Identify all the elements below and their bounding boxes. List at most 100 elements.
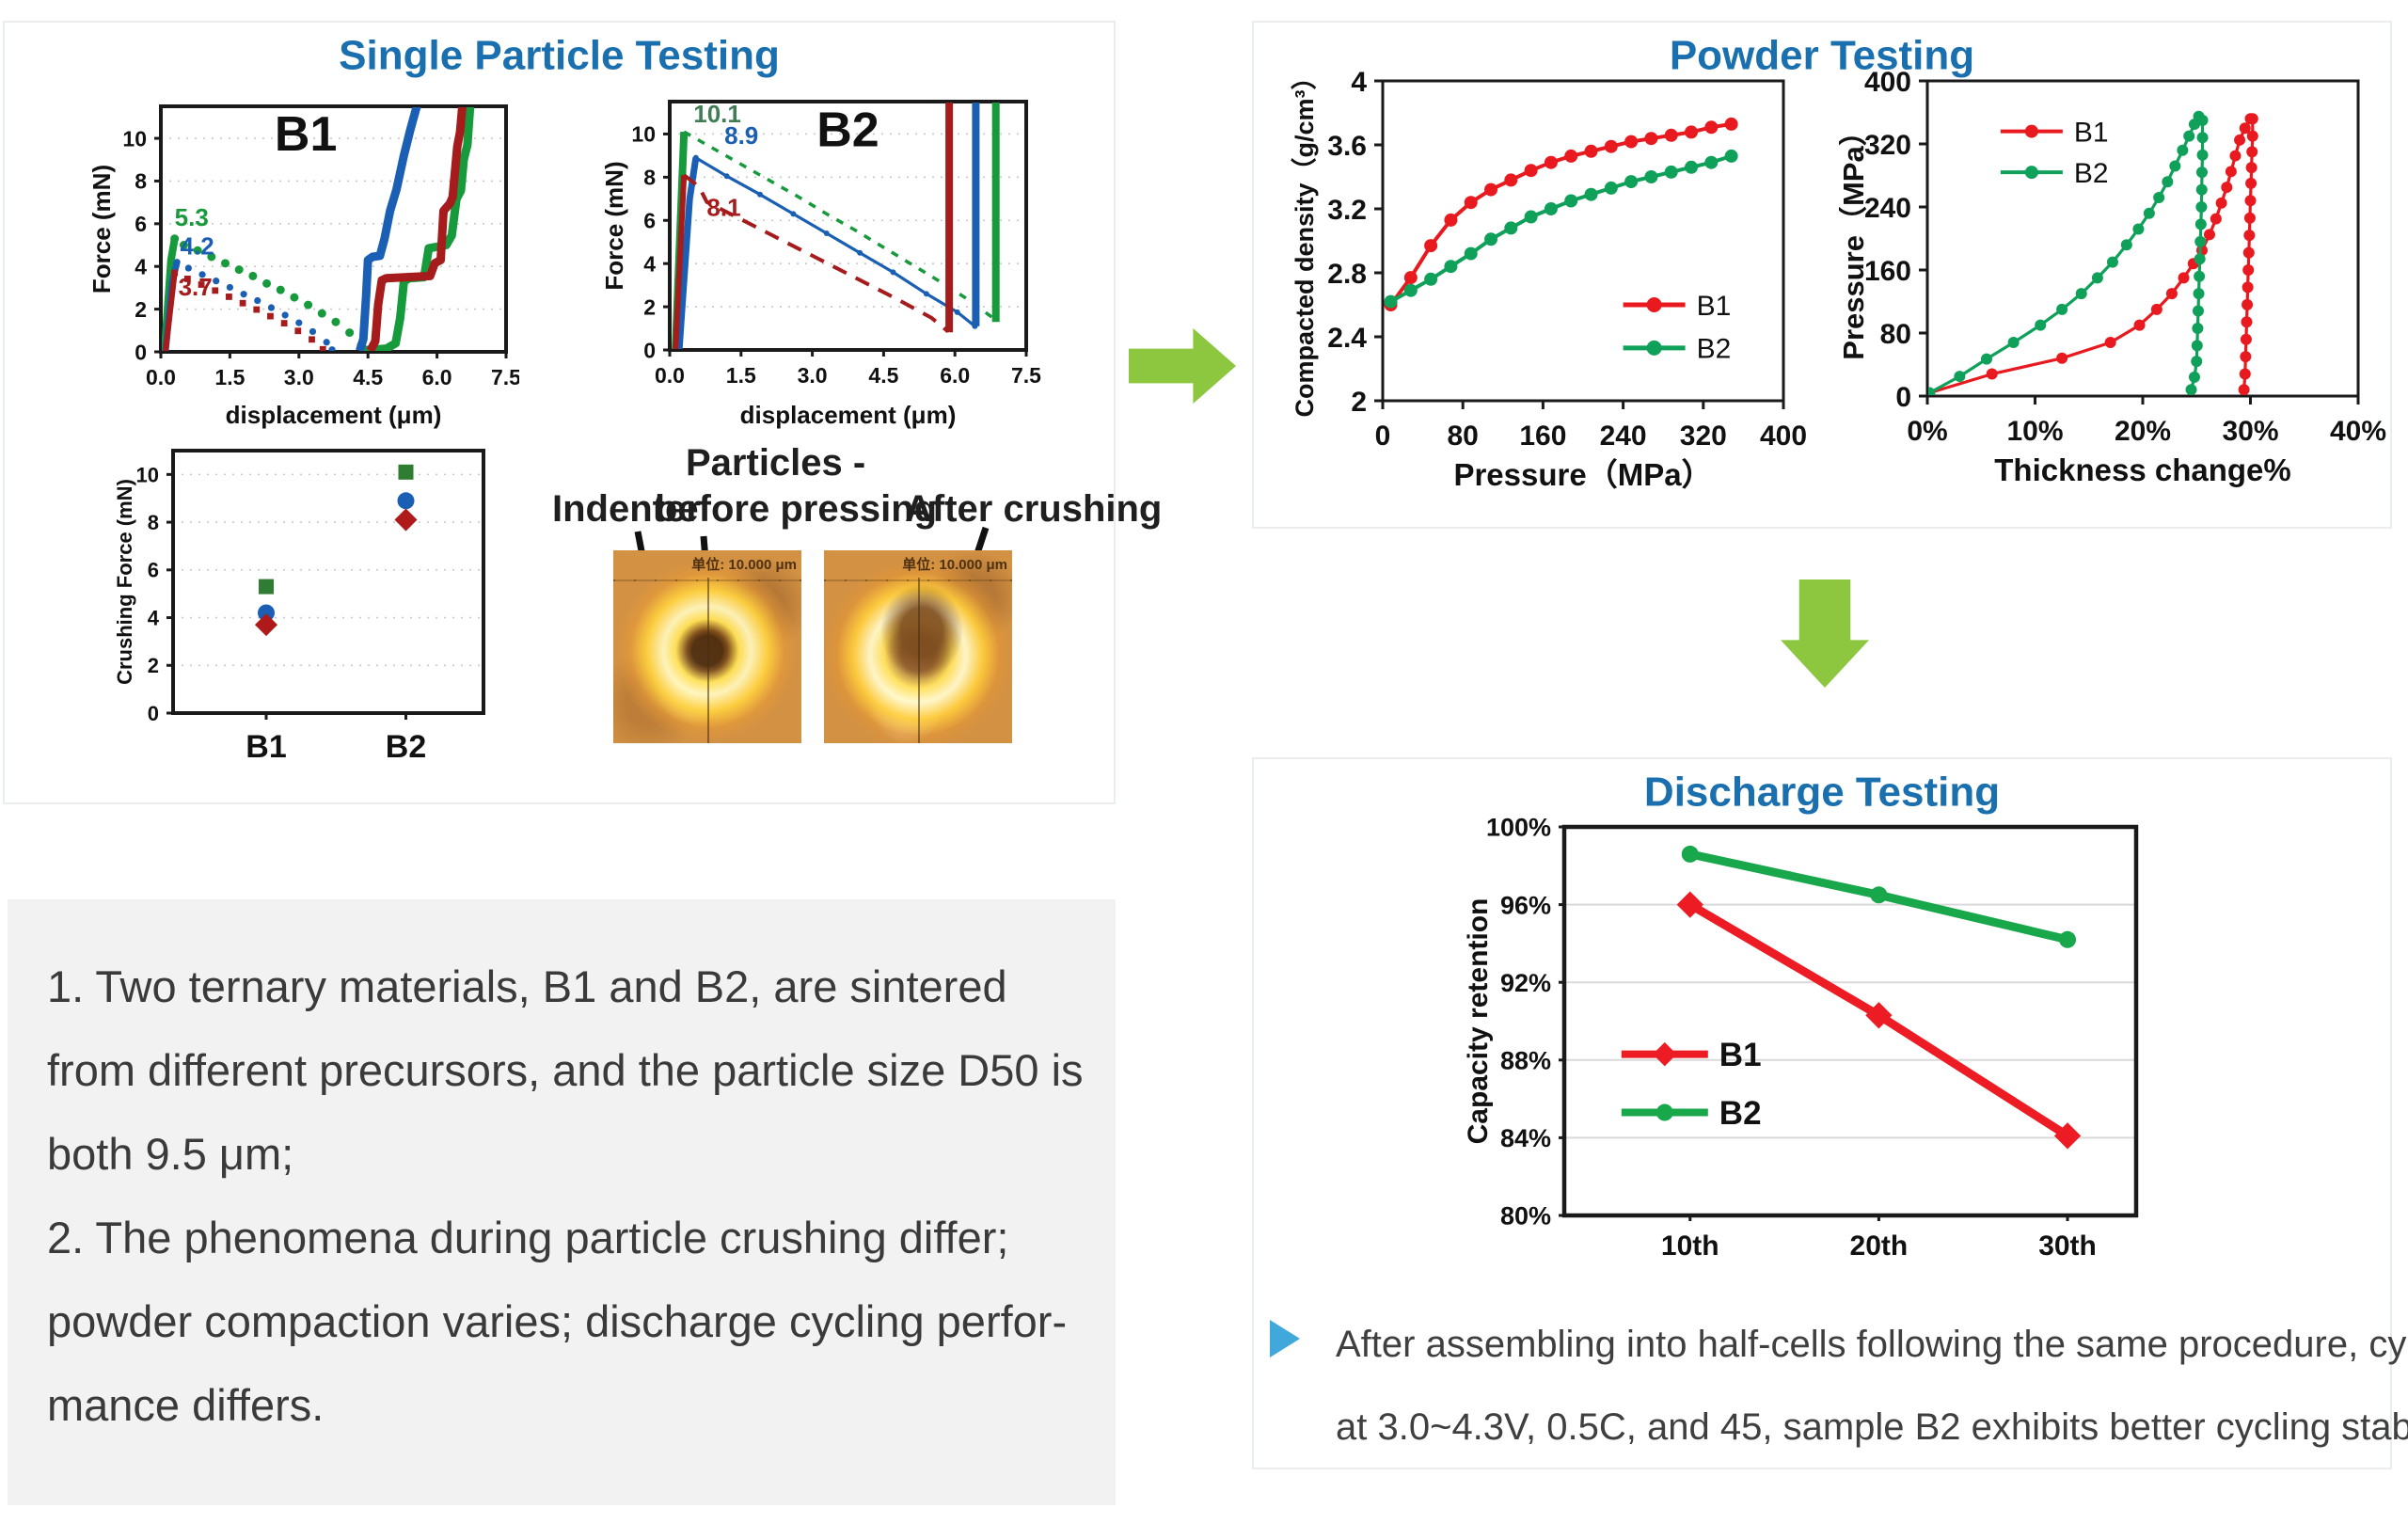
micrograph-crosshair-icon bbox=[918, 577, 920, 743]
svg-text:100%: 100% bbox=[1486, 816, 1551, 842]
svg-text:6: 6 bbox=[643, 209, 656, 233]
svg-text:4.5: 4.5 bbox=[353, 365, 383, 389]
svg-text:6: 6 bbox=[135, 212, 147, 236]
svg-text:B1: B1 bbox=[1697, 291, 1732, 322]
svg-text:10: 10 bbox=[631, 122, 656, 147]
bullet-triangle-icon bbox=[1270, 1320, 1300, 1357]
discharge-conclusion-text: After assembling into half-cells followi… bbox=[1336, 1303, 2408, 1468]
svg-text:10th: 10th bbox=[1661, 1230, 1719, 1262]
svg-text:3.6: 3.6 bbox=[1327, 131, 1367, 162]
powder-panel-title: Powder Testing bbox=[1640, 32, 2004, 80]
svg-text:84%: 84% bbox=[1500, 1124, 1551, 1152]
svg-text:0: 0 bbox=[1895, 382, 1911, 413]
svg-text:4.2: 4.2 bbox=[181, 232, 214, 261]
compacted-density-chart: 0 80 160 240 320 400 2 2.4 2.8 3.2 3.6 4 Pressure（MP… bbox=[1291, 68, 1806, 492]
svg-text:96%: 96% bbox=[1500, 891, 1551, 919]
micrograph-unit-label: 单位: 10.000 μm bbox=[902, 557, 1007, 573]
svg-text:80: 80 bbox=[1448, 421, 1479, 452]
note-line: 1. Two ternary materials, B1 and B2, are… bbox=[47, 961, 1007, 1011]
after-crushing-label: After crushing bbox=[905, 488, 1163, 530]
svg-text:2: 2 bbox=[1351, 387, 1367, 418]
svg-text:320: 320 bbox=[1680, 421, 1727, 452]
conclusion-line: at 3.0~4.3V, 0.5C, and 45, sample B2 exh… bbox=[1336, 1406, 2408, 1448]
svg-text:8: 8 bbox=[643, 166, 656, 190]
svg-text:B2: B2 bbox=[1697, 334, 1732, 365]
discharge-panel-title: Discharge Testing bbox=[1615, 769, 2029, 817]
svg-text:20%: 20% bbox=[2115, 416, 2171, 447]
svg-text:240: 240 bbox=[1600, 421, 1647, 452]
svg-text:2: 2 bbox=[148, 654, 159, 677]
svg-text:1.5: 1.5 bbox=[726, 363, 756, 388]
svg-text:4: 4 bbox=[148, 606, 160, 629]
micrograph-after-crushing: 单位: 10.000 μm bbox=[824, 550, 1012, 743]
svg-text:Compacted density（g/cm³）: Compacted density（g/cm³） bbox=[1291, 68, 1319, 418]
svg-text:7.5: 7.5 bbox=[1011, 363, 1041, 388]
svg-text:B2: B2 bbox=[2074, 158, 2109, 189]
svg-text:2.8: 2.8 bbox=[1327, 259, 1367, 290]
pressure-thickness-chart: 0% 10% 20% 30% 40% 0 80 160 240 320 400 Thickness c… bbox=[1839, 68, 2386, 487]
capacity-retention-chart: 10th 20th 30th 80% 84% 88% 92% 96% 100% Capacity … bbox=[1465, 816, 2139, 1262]
note-line: mance differs. bbox=[47, 1380, 325, 1430]
note-line: 2. The phenomena during particle crushin… bbox=[47, 1213, 1009, 1262]
discharge-testing-panel: Discharge Testing 10th 20th 30th 80% 84% 88% 9… bbox=[1252, 757, 2408, 1469]
single-particle-panel-title: Single Particle Testing bbox=[310, 32, 808, 80]
svg-text:400: 400 bbox=[1864, 68, 1911, 98]
micrograph-unit-label: 单位: 10.000 μm bbox=[691, 557, 797, 573]
svg-text:10%: 10% bbox=[2006, 416, 2063, 447]
svg-text:80: 80 bbox=[1880, 319, 1911, 350]
svg-text:6.0: 6.0 bbox=[940, 363, 970, 388]
svg-text:160: 160 bbox=[1519, 421, 1566, 452]
svg-text:92%: 92% bbox=[1500, 969, 1551, 997]
svg-text:6: 6 bbox=[148, 559, 159, 582]
svg-text:5.3: 5.3 bbox=[175, 203, 209, 231]
svg-text:2.4: 2.4 bbox=[1327, 323, 1367, 354]
svg-text:160: 160 bbox=[1864, 256, 1911, 287]
svg-text:80%: 80% bbox=[1500, 1202, 1551, 1230]
flow-arrow-down-icon bbox=[1781, 579, 1869, 688]
svg-text:10.1: 10.1 bbox=[693, 100, 741, 128]
svg-text:Pressure（MPa）: Pressure（MPa） bbox=[1839, 117, 1870, 359]
single-particle-testing-panel: Single Particle Testing 0.0 1.5 3.0 4.5 6.0 7… bbox=[3, 21, 1162, 804]
svg-text:2: 2 bbox=[643, 294, 656, 319]
svg-text:B2: B2 bbox=[386, 729, 426, 765]
svg-text:240: 240 bbox=[1864, 193, 1911, 224]
powder-testing-panel: Powder Testing 0 80 160 240 320 400 2 2.4 2.8 3.2… bbox=[1252, 21, 2392, 529]
svg-text:4: 4 bbox=[643, 251, 656, 276]
svg-text:B1: B1 bbox=[246, 729, 286, 765]
note-line: powder compaction varies; discharge cycl… bbox=[47, 1296, 1068, 1346]
micrograph-crosshair-icon bbox=[707, 577, 709, 743]
svg-text:8.9: 8.9 bbox=[724, 121, 758, 150]
svg-text:3.7: 3.7 bbox=[179, 273, 213, 301]
svg-text:Thickness change%: Thickness change% bbox=[1994, 452, 2290, 487]
note-line: both 9.5 μm; bbox=[47, 1129, 294, 1179]
svg-text:8: 8 bbox=[135, 169, 147, 194]
svg-text:0: 0 bbox=[643, 338, 656, 362]
svg-text:4: 4 bbox=[1351, 68, 1367, 98]
svg-text:displacement (μm): displacement (μm) bbox=[226, 401, 442, 429]
svg-text:0.0: 0.0 bbox=[146, 365, 176, 389]
b2-force-displacement-chart: 0.0 1.5 3.0 4.5 6.0 7.5 0 2 4 6 8 10 displacement (μ… bbox=[604, 100, 1041, 429]
annotation-arrows-icon bbox=[634, 526, 990, 660]
svg-text:10: 10 bbox=[122, 126, 147, 151]
svg-text:displacement (μm): displacement (μm) bbox=[740, 401, 957, 429]
note-line: from different precursors, and the parti… bbox=[47, 1045, 1084, 1095]
before-pressing-label: before pressing bbox=[655, 488, 938, 530]
svg-text:1.5: 1.5 bbox=[214, 365, 245, 389]
indenter-label: Indenter bbox=[552, 488, 701, 530]
summary-notes: 1. Two ternary materials, B1 and B2, are… bbox=[8, 899, 1116, 1505]
svg-text:B2: B2 bbox=[1719, 1095, 1762, 1132]
svg-text:8: 8 bbox=[148, 511, 159, 534]
flow-arrow-right-icon bbox=[1129, 328, 1236, 404]
svg-text:Force (mN): Force (mN) bbox=[91, 165, 116, 294]
svg-text:7.5: 7.5 bbox=[491, 365, 519, 389]
svg-text:88%: 88% bbox=[1500, 1047, 1551, 1075]
svg-text:4: 4 bbox=[135, 254, 147, 278]
svg-text:320: 320 bbox=[1864, 130, 1911, 161]
svg-text:B1: B1 bbox=[2074, 117, 2109, 148]
discharge-conclusion: After assembling into half-cells followi… bbox=[1270, 1303, 2408, 1468]
b1-force-displacement-chart: 0.0 1.5 3.0 4.5 6.0 7.5 0 2 4 6 8 10 displacement (μ… bbox=[91, 104, 519, 429]
svg-text:0: 0 bbox=[135, 340, 147, 364]
svg-text:3.0: 3.0 bbox=[284, 365, 314, 389]
svg-text:20th: 20th bbox=[1850, 1230, 1909, 1262]
